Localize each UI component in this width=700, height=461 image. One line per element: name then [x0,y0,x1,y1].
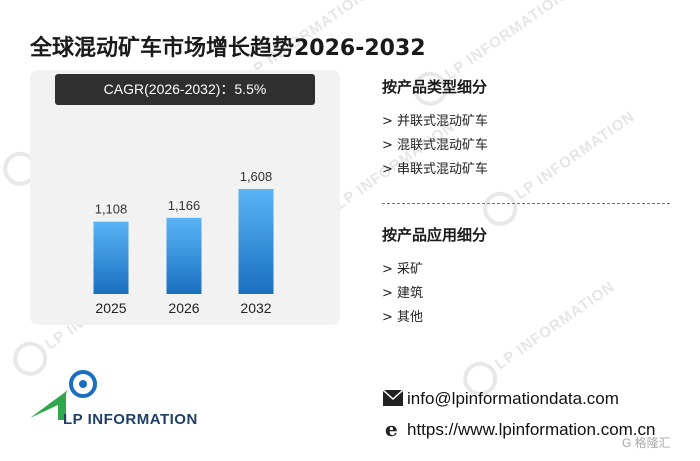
product-type-item: > 并联式混动矿车 [382,114,489,129]
source-badge: G 格隆汇 [622,436,671,450]
bar-2032 [238,189,274,294]
bar-2025 [93,221,129,294]
product-type-item: > 混联式混动矿车 [382,138,489,153]
bar-value-label: 1,166 [168,198,201,213]
email-text[interactable]: info@lpinformationdata.com [407,389,619,408]
product-type-list: > 并联式混动矿车 > 混联式混动矿车 > 串联式混动矿车 [382,110,488,182]
bar-2026 [166,217,202,294]
page-title: 全球混动矿车市场增长趋势2026-2032 [30,36,426,61]
bar-value-label: 1,108 [95,202,128,217]
mail-icon [383,390,403,406]
x-tick-label: 2026 [168,300,199,316]
application-heading: 按产品应用细分 [382,226,488,244]
browser-e-icon: e [385,419,398,439]
x-tick-label: 2032 [240,300,271,316]
application-item: > 采矿 [382,262,424,277]
logo-text: LP INFORMATION [63,411,198,428]
cagr-badge: CAGR(2026-2032)：5.5% [55,74,315,105]
contact-website[interactable]: e https://www.lpinformation.com.cn [383,419,655,440]
application-item: > 建筑 [382,286,424,301]
bar-value-label: 1,608 [240,169,273,184]
x-tick-label: 2025 [95,300,126,316]
application-list: > 采矿 > 建筑 > 其他 [382,258,423,330]
contact-email[interactable]: info@lpinformationdata.com [383,389,619,409]
svg-text:e: e [385,419,398,439]
product-type-item: > 串联式混动矿车 [382,162,489,177]
lp-logo-icon [30,370,97,420]
product-type-heading: 按产品类型细分 [382,78,488,96]
website-text[interactable]: https://www.lpinformation.com.cn [407,420,656,439]
section-divider [382,203,670,204]
application-item: > 其他 [382,310,424,325]
